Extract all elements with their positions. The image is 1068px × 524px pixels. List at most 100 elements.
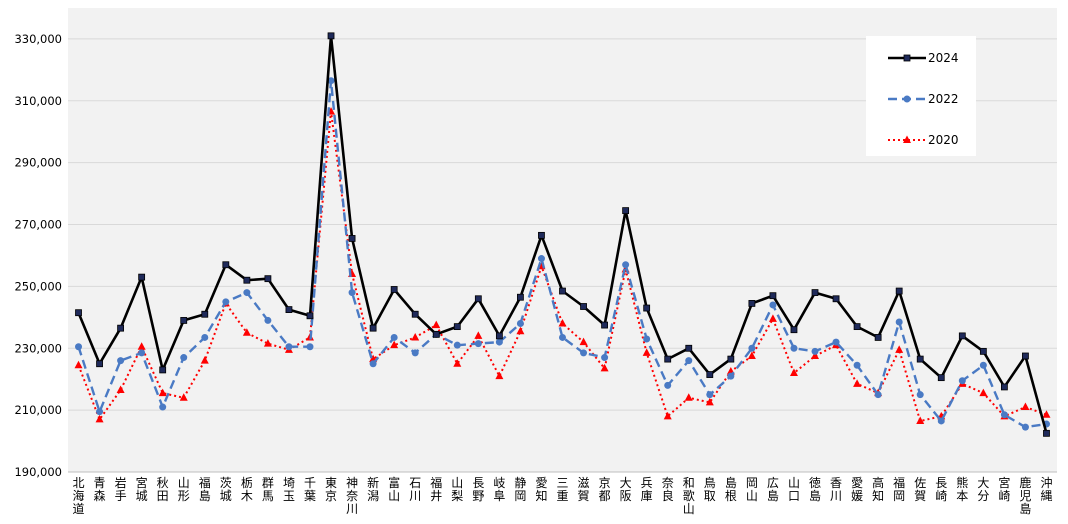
data-point-2024 xyxy=(517,293,524,301)
data-point-2024 xyxy=(916,355,924,363)
x-tick-label: 茨城 xyxy=(220,476,232,503)
x-tick-label: 石川 xyxy=(409,476,421,503)
data-point-2020 xyxy=(453,359,462,367)
data-point-2020 xyxy=(137,342,146,350)
data-point-2022 xyxy=(516,320,524,328)
legend-marker-2024 xyxy=(903,54,911,62)
data-point-2020 xyxy=(916,416,925,424)
data-point-2020 xyxy=(263,339,272,347)
data-point-2020 xyxy=(747,351,756,359)
data-point-2024 xyxy=(874,334,882,341)
data-point-2022 xyxy=(1021,423,1029,431)
x-tick-label: 鳥取 xyxy=(704,475,716,503)
data-point-2022 xyxy=(769,301,777,309)
data-point-2024 xyxy=(348,235,356,242)
legend-marker-2022 xyxy=(903,95,911,103)
data-point-2022 xyxy=(664,381,672,389)
data-point-2024 xyxy=(117,324,125,332)
legend-label: 2020 xyxy=(928,133,959,147)
x-tick-label: 長崎 xyxy=(935,476,947,503)
data-point-2024 xyxy=(138,273,146,281)
data-point-2024 xyxy=(306,312,314,320)
data-point-2020 xyxy=(684,393,693,401)
data-point-2024 xyxy=(769,292,777,300)
x-tick-label: 長野 xyxy=(472,476,484,503)
data-point-2024 xyxy=(1043,429,1050,437)
data-point-2022 xyxy=(979,361,987,369)
data-point-2024 xyxy=(937,374,945,382)
data-point-2020 xyxy=(474,331,483,339)
data-point-2020 xyxy=(768,314,777,322)
data-point-2024 xyxy=(664,355,672,363)
data-point-2020 xyxy=(558,319,567,327)
data-point-2022 xyxy=(390,333,398,341)
data-point-2022 xyxy=(916,391,924,399)
data-point-2020 xyxy=(600,363,609,372)
x-tick-label: 鹿児島 xyxy=(1019,475,1031,516)
data-point-2020 xyxy=(1042,410,1051,418)
data-point-2024 xyxy=(832,295,840,303)
x-tick-label: 熊本 xyxy=(956,475,968,503)
data-point-2022 xyxy=(159,403,167,411)
data-point-2020 xyxy=(200,356,209,364)
data-point-2024 xyxy=(369,324,377,332)
data-point-2024 xyxy=(958,332,966,340)
data-point-2024 xyxy=(706,371,714,378)
data-point-2022 xyxy=(453,341,461,349)
x-tick-label: 富山 xyxy=(388,475,400,503)
x-tick-label: 岡山 xyxy=(746,476,758,503)
x-tick-label: 奈良 xyxy=(662,476,674,503)
x-tick-label: 兵庫 xyxy=(641,476,653,503)
data-point-2024 xyxy=(285,306,293,314)
x-tick-label: 滋賀 xyxy=(578,476,590,503)
data-point-2024 xyxy=(159,366,167,374)
data-point-2024 xyxy=(601,321,608,329)
data-point-2020 xyxy=(179,393,188,401)
x-tick-label: 大分 xyxy=(977,476,989,503)
x-tick-label: 佐賀 xyxy=(914,476,926,503)
data-point-2022 xyxy=(117,357,125,365)
data-point-2022 xyxy=(285,343,293,351)
x-tick-label: 岩手 xyxy=(115,475,127,503)
x-tick-label: 栃木 xyxy=(241,476,253,503)
data-point-2022 xyxy=(727,372,735,380)
data-point-2024 xyxy=(979,347,987,355)
x-tick-label: 北海道 xyxy=(73,476,85,516)
data-point-2024 xyxy=(327,32,335,40)
x-tick-label: 沖縄 xyxy=(1040,476,1052,503)
data-point-2020 xyxy=(705,397,714,406)
data-point-2022 xyxy=(895,318,903,326)
y-tick-label: 310,000 xyxy=(14,94,62,108)
y-tick-label: 230,000 xyxy=(14,341,62,355)
data-point-2024 xyxy=(495,332,503,340)
data-point-2020 xyxy=(411,332,420,341)
x-tick-label: 高知 xyxy=(872,475,884,503)
data-point-2024 xyxy=(748,300,756,307)
data-point-2020 xyxy=(116,385,125,394)
data-point-2020 xyxy=(642,348,651,356)
data-point-2020 xyxy=(95,414,104,423)
data-point-2024 xyxy=(853,323,861,331)
x-tick-label: 香川 xyxy=(830,476,842,503)
data-point-2022 xyxy=(201,333,209,341)
data-point-2020 xyxy=(895,345,904,353)
x-tick-label: 青森 xyxy=(94,476,106,503)
data-point-2022 xyxy=(369,360,377,368)
data-point-2024 xyxy=(685,344,693,352)
data-point-2022 xyxy=(580,349,588,357)
data-point-2022 xyxy=(327,77,335,85)
x-tick-label: 埼玉 xyxy=(283,476,295,503)
data-point-2020 xyxy=(432,320,441,329)
x-tick-label: 三重 xyxy=(556,476,568,503)
x-tick-label: 岐阜 xyxy=(493,476,505,503)
x-tick-label: 和歌山 xyxy=(683,476,695,516)
data-point-2020 xyxy=(74,360,83,369)
data-point-2024 xyxy=(643,304,651,312)
data-point-2020 xyxy=(1021,402,1030,411)
data-point-2020 xyxy=(516,326,525,335)
legend-label: 2024 xyxy=(928,51,959,65)
data-point-2024 xyxy=(580,303,587,310)
legend-box xyxy=(866,36,976,156)
series-line-2020 xyxy=(77,110,1047,422)
